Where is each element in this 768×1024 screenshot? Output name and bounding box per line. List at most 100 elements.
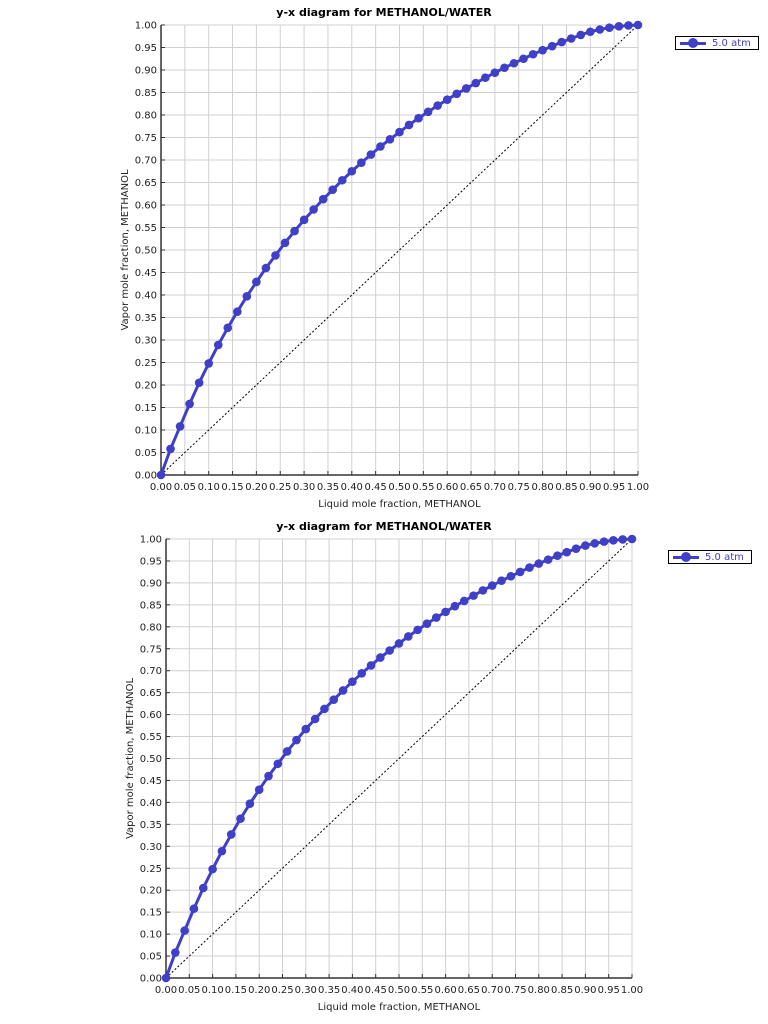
data-point[interactable]: [423, 107, 433, 117]
data-point[interactable]: [627, 534, 637, 544]
data-point[interactable]: [194, 378, 204, 388]
data-point[interactable]: [566, 34, 576, 43]
data-point[interactable]: [301, 724, 311, 734]
data-point[interactable]: [292, 735, 301, 745]
data-point[interactable]: [320, 704, 329, 714]
data-point[interactable]: [576, 30, 586, 40]
data-point[interactable]: [478, 586, 488, 595]
legend[interactable]: 5.0 atm: [668, 550, 752, 564]
data-point[interactable]: [404, 632, 413, 641]
data-point[interactable]: [208, 864, 217, 874]
data-point[interactable]: [441, 607, 450, 617]
data-point[interactable]: [414, 113, 423, 123]
data-point[interactable]: [166, 444, 175, 454]
data-point[interactable]: [509, 58, 519, 68]
data-point[interactable]: [242, 292, 252, 301]
data-point[interactable]: [586, 27, 595, 37]
data-point[interactable]: [204, 359, 213, 368]
data-point[interactable]: [376, 653, 385, 662]
data-point[interactable]: [171, 948, 180, 957]
data-point[interactable]: [461, 84, 471, 93]
data-point[interactable]: [226, 830, 236, 839]
data-point[interactable]: [624, 21, 633, 30]
data-point[interactable]: [273, 759, 283, 769]
data-point[interactable]: [459, 596, 469, 606]
data-point[interactable]: [217, 846, 227, 856]
data-point[interactable]: [252, 277, 261, 287]
data-point[interactable]: [528, 49, 538, 59]
data-point[interactable]: [185, 399, 194, 409]
data-point[interactable]: [442, 95, 452, 104]
data-point[interactable]: [547, 41, 557, 51]
data-point[interactable]: [595, 25, 605, 34]
data-point[interactable]: [318, 194, 328, 204]
data-point[interactable]: [515, 567, 525, 577]
data-point[interactable]: [290, 226, 299, 236]
data-point[interactable]: [395, 127, 404, 137]
data-point[interactable]: [394, 639, 404, 648]
data-point[interactable]: [553, 551, 562, 560]
data-point[interactable]: [338, 686, 348, 695]
data-point[interactable]: [605, 23, 614, 32]
data-point[interactable]: [271, 251, 280, 260]
data-point[interactable]: [534, 559, 544, 568]
data-point[interactable]: [236, 814, 245, 823]
data-point[interactable]: [347, 166, 357, 176]
data-point[interactable]: [557, 37, 566, 47]
data-point[interactable]: [280, 238, 290, 248]
data-point[interactable]: [189, 904, 199, 913]
data-point[interactable]: [264, 771, 273, 781]
data-point[interactable]: [385, 646, 394, 655]
data-point[interactable]: [500, 63, 509, 73]
data-point[interactable]: [433, 101, 442, 110]
data-point[interactable]: [161, 973, 171, 983]
data-point[interactable]: [452, 89, 462, 99]
data-point[interactable]: [328, 185, 338, 194]
data-point[interactable]: [538, 45, 547, 55]
data-point[interactable]: [609, 536, 618, 545]
data-point[interactable]: [213, 340, 223, 350]
data-point[interactable]: [348, 677, 357, 686]
legend[interactable]: 5.0 atm: [675, 36, 759, 50]
data-point[interactable]: [422, 619, 432, 629]
data-point[interactable]: [481, 73, 490, 82]
data-point[interactable]: [471, 78, 481, 88]
data-point[interactable]: [519, 54, 528, 64]
data-point[interactable]: [329, 695, 339, 704]
data-point[interactable]: [633, 20, 643, 30]
data-point[interactable]: [497, 576, 506, 586]
data-point[interactable]: [590, 539, 600, 548]
data-point[interactable]: [431, 613, 441, 622]
data-point[interactable]: [581, 541, 590, 550]
data-point[interactable]: [366, 150, 376, 159]
data-point[interactable]: [357, 158, 366, 167]
data-point[interactable]: [282, 747, 292, 756]
data-point[interactable]: [366, 661, 376, 670]
data-point[interactable]: [525, 563, 534, 572]
data-point[interactable]: [245, 799, 255, 809]
data-point[interactable]: [254, 785, 264, 794]
data-point[interactable]: [571, 544, 581, 553]
data-point[interactable]: [376, 142, 385, 151]
data-point[interactable]: [175, 422, 185, 431]
data-point[interactable]: [233, 307, 242, 316]
data-point[interactable]: [599, 537, 609, 546]
data-point[interactable]: [310, 714, 320, 724]
data-point[interactable]: [614, 22, 624, 31]
data-point[interactable]: [156, 470, 166, 480]
data-point[interactable]: [180, 926, 189, 935]
data-point[interactable]: [404, 120, 414, 130]
data-point[interactable]: [562, 547, 572, 557]
data-point[interactable]: [299, 215, 309, 225]
data-point[interactable]: [198, 883, 208, 893]
data-point[interactable]: [357, 669, 367, 678]
data-point[interactable]: [223, 323, 233, 333]
data-point[interactable]: [309, 205, 318, 214]
data-point[interactable]: [506, 572, 516, 581]
data-point[interactable]: [469, 591, 478, 600]
data-point[interactable]: [487, 581, 497, 590]
data-point[interactable]: [385, 135, 395, 144]
data-point[interactable]: [261, 263, 271, 273]
data-point[interactable]: [413, 625, 422, 635]
data-point[interactable]: [618, 535, 627, 544]
